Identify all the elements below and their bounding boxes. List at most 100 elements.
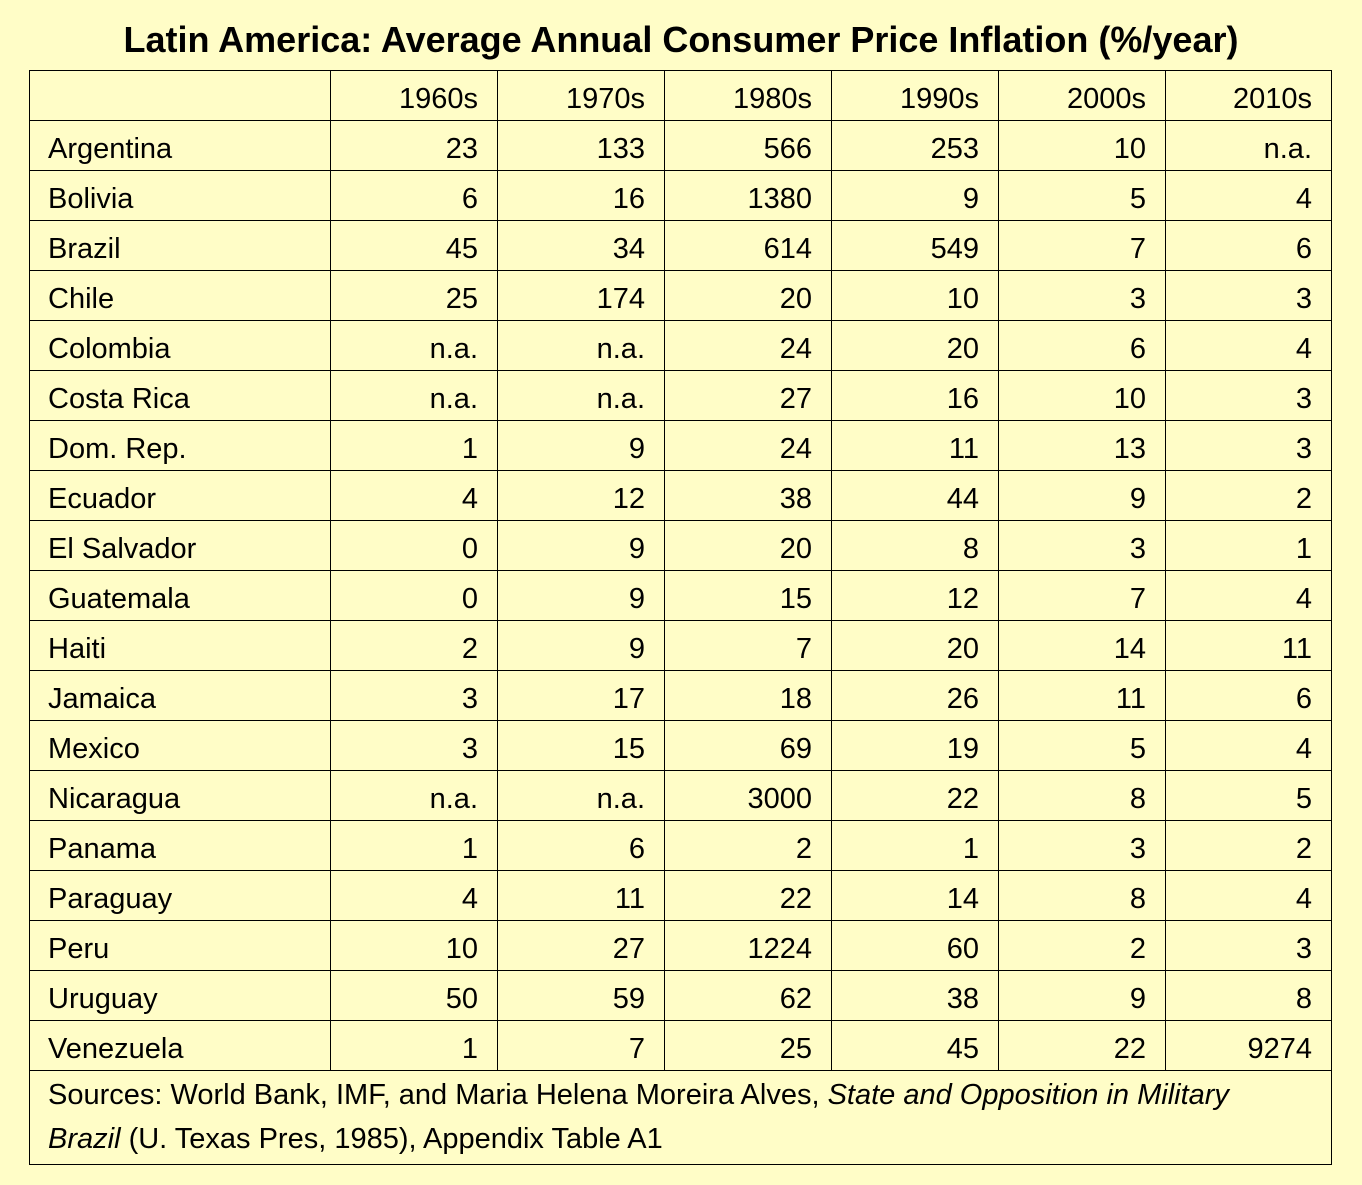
value-cell: 8 [1165,970,1332,1021]
value-cell: 3000 [664,770,832,821]
value-cell: 10 [330,920,498,971]
value-cell: 60 [831,920,999,971]
value-cell: 3 [998,270,1166,321]
value-cell: 9 [497,420,665,471]
value-cell: 22 [831,770,999,821]
country-cell: Jamaica [29,670,331,721]
value-cell: 566 [664,120,832,171]
sources-row: Sources: World Bank, IMF, and Maria Hele… [29,1070,1332,1165]
sources-prefix: Sources: World Bank, IMF, and Maria Hele… [48,1079,828,1111]
value-cell: 11 [831,420,999,471]
table-row: Haiti 2 9 7 20 14 11 [29,620,1332,671]
value-cell: 45 [831,1020,999,1071]
value-cell: 62 [664,970,832,1021]
value-cell: 12 [497,470,665,521]
value-cell: 2 [330,620,498,671]
value-cell: 8 [998,770,1166,821]
table-row: Brazil 45 34 614 549 7 6 [29,220,1332,271]
table-row: Costa Rica n.a. n.a. 27 16 10 3 [29,370,1332,421]
value-cell: 7 [998,570,1166,621]
value-cell: n.a. [497,320,665,371]
value-cell: 14 [998,620,1166,671]
value-cell: 3 [1165,420,1332,471]
country-cell: Nicaragua [29,770,331,821]
value-cell: 9 [998,970,1166,1021]
value-cell: 1 [330,420,498,471]
table-row: Mexico 3 15 69 19 5 4 [29,720,1332,771]
value-cell: 9274 [1165,1020,1332,1071]
country-cell: Mexico [29,720,331,771]
value-cell: n.a. [1165,120,1332,171]
table-row: El Salvador 0 9 20 8 3 1 [29,520,1332,571]
sources-book-title: State and Opposition in Military Brazil [48,1079,1229,1155]
table-row: Peru 10 27 1224 60 2 3 [29,920,1332,971]
header-cell-1960s: 1960s [330,70,498,121]
value-cell: 6 [497,820,665,871]
table-title: Latin America: Average Annual Consumer P… [123,19,1239,60]
value-cell: 253 [831,120,999,171]
table-row: Panama 1 6 2 1 3 2 [29,820,1332,871]
table-row: Ecuador 4 12 38 44 9 2 [29,470,1332,521]
header-cell-2010s: 2010s [1165,70,1332,121]
header-cell-empty [29,70,331,121]
value-cell: 16 [831,370,999,421]
value-cell: 4 [1165,170,1332,221]
country-cell: El Salvador [29,520,331,571]
value-cell: 3 [330,720,498,771]
value-cell: 3 [1165,270,1332,321]
value-cell: 11 [497,870,665,921]
value-cell: 8 [831,520,999,571]
country-cell: Venezuela [29,1020,331,1071]
value-cell: 3 [1165,370,1332,421]
value-cell: 2 [1165,470,1332,521]
country-cell: Costa Rica [29,370,331,421]
value-cell: 11 [998,670,1166,721]
value-cell: 3 [998,520,1166,571]
value-cell: n.a. [497,370,665,421]
value-cell: 59 [497,970,665,1021]
value-cell: 15 [664,570,832,621]
value-cell: 14 [831,870,999,921]
country-cell: Argentina [29,120,331,171]
value-cell: 45 [330,220,498,271]
value-cell: 5 [1165,770,1332,821]
value-cell: 27 [664,370,832,421]
country-cell: Paraguay [29,870,331,921]
value-cell: 17 [497,670,665,721]
value-cell: 22 [664,870,832,921]
country-cell: Peru [29,920,331,971]
value-cell: 4 [1165,720,1332,771]
value-cell: 11 [1165,620,1332,671]
value-cell: 5 [998,170,1166,221]
country-cell: Colombia [29,320,331,371]
value-cell: 10 [998,370,1166,421]
header-cell-2000s: 2000s [998,70,1166,121]
value-cell: 4 [1165,870,1332,921]
value-cell: 34 [497,220,665,271]
table-row: Bolivia 6 16 1380 9 5 4 [29,170,1332,221]
value-cell: 19 [831,720,999,771]
table-row: Venezuela 1 7 25 45 22 9274 [29,1020,1332,1071]
value-cell: 1224 [664,920,832,971]
value-cell: 18 [664,670,832,721]
value-cell: n.a. [330,370,498,421]
value-cell: 4 [330,870,498,921]
value-cell: 13 [998,420,1166,471]
country-cell: Chile [29,270,331,321]
header-row: 1960s 1970s 1980s 1990s 2000s 2010s [29,70,1332,121]
value-cell: 133 [497,120,665,171]
value-cell: 2 [664,820,832,871]
value-cell: 174 [497,270,665,321]
table-row: Argentina 23 133 566 253 10 n.a. [29,120,1332,171]
value-cell: 1 [330,1020,498,1071]
value-cell: 4 [1165,570,1332,621]
table-row: Jamaica 3 17 18 26 11 6 [29,670,1332,721]
value-cell: 9 [497,570,665,621]
value-cell: 2 [1165,820,1332,871]
value-cell: 6 [1165,670,1332,721]
country-cell: Haiti [29,620,331,671]
value-cell: n.a. [497,770,665,821]
value-cell: 1 [330,820,498,871]
value-cell: 5 [998,720,1166,771]
